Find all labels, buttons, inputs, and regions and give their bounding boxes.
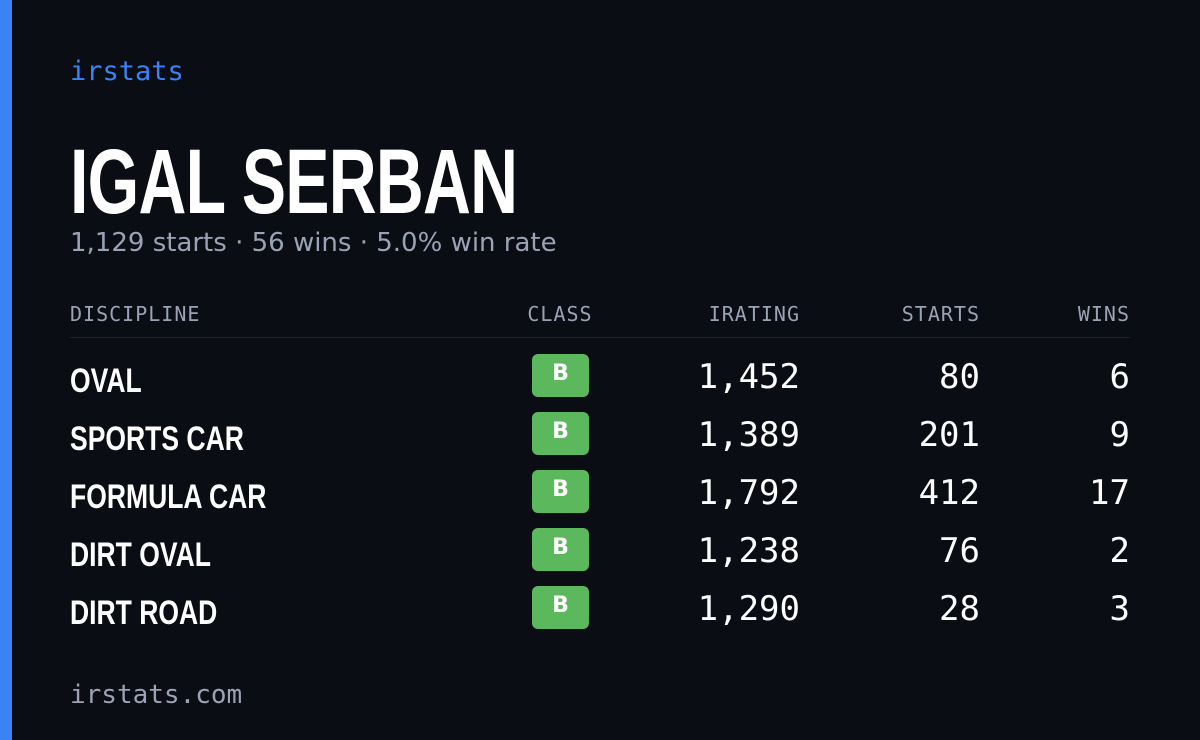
starts-value: 80 [939,357,980,397]
class-badge: B [532,586,589,629]
wins-value: 17 [1089,473,1130,513]
column-header: STARTS [901,302,980,326]
class-badge: B [532,354,589,397]
irating-value: 1,452 [697,357,800,397]
starts-value: 28 [939,589,980,629]
column-header: CLASS [527,302,593,326]
irating-value: 1,792 [697,473,800,513]
starts-value: 201 [918,415,980,455]
irating-value: 1,389 [697,415,800,455]
discipline-name: SPORTS CAR [70,420,244,458]
column-header: DISCIPLINE [70,302,201,326]
starts-value: 76 [939,531,980,571]
starts-value: 412 [918,473,980,513]
discipline-name: OVAL [70,362,142,400]
discipline-name: DIRT OVAL [70,536,211,574]
wins-value: 2 [1109,531,1130,571]
wins-value: 6 [1109,357,1130,397]
summary: 1,129 starts · 56 wins · 5.0% win rate [70,228,557,258]
discipline-name: DIRT ROAD [70,594,218,632]
class-badge: B [532,528,589,571]
header-rule [70,337,1130,338]
wins-value: 9 [1109,415,1130,455]
driver-name: IGAL SERBAN [70,131,518,233]
class-badge: B [532,412,589,455]
discipline-name: FORMULA CAR [70,478,267,516]
column-header: WINS [1077,302,1130,326]
brand: irstats [70,56,184,87]
accent-bar [0,0,12,740]
column-header: IRATING [708,302,800,326]
class-badge: B [532,470,589,513]
irating-value: 1,238 [697,531,800,571]
irating-value: 1,290 [697,589,800,629]
footer: irstats.com [70,680,243,710]
wins-value: 3 [1109,589,1130,629]
